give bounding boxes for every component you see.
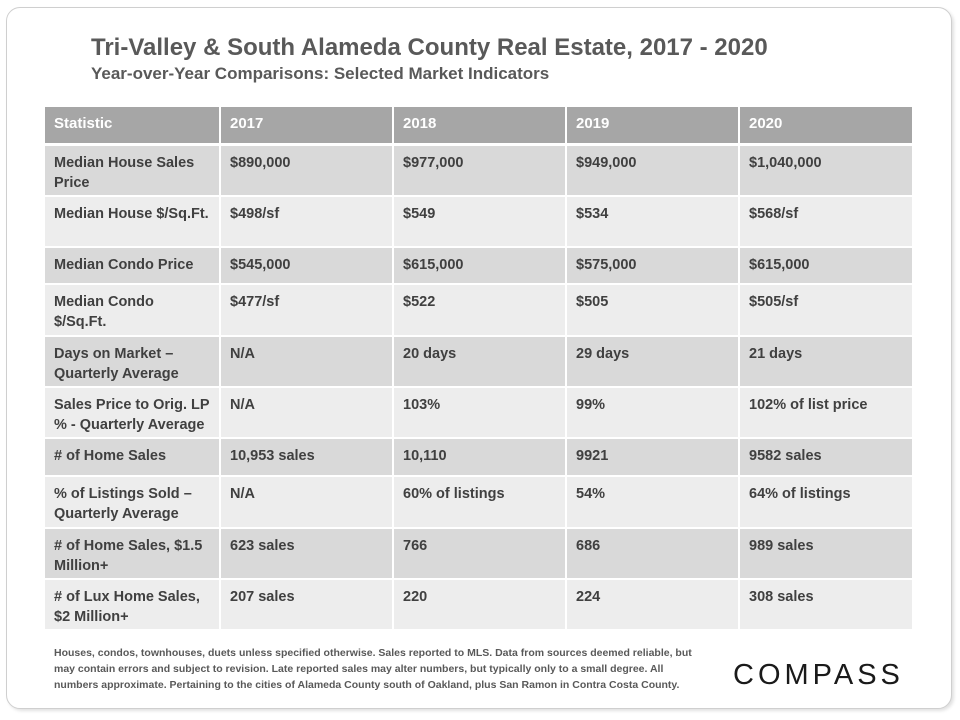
value-cell: 54% xyxy=(566,476,740,529)
statistic-cell: # of Home Sales xyxy=(45,438,221,477)
table-header-row: Statistic 2017 2018 2019 2020 xyxy=(45,107,912,146)
value-cell: $890,000 xyxy=(220,144,394,197)
value-cell: 9921 xyxy=(566,438,740,477)
value-cell: $1,040,000 xyxy=(739,144,912,197)
value-cell: N/A xyxy=(220,476,394,529)
value-cell: $949,000 xyxy=(566,144,740,197)
table-row: Median House $/Sq.Ft. $498/sf $549 $534 … xyxy=(45,196,912,248)
header-cell: 2018 xyxy=(393,107,567,146)
value-cell: 686 xyxy=(566,528,740,580)
value-cell: 60% of listings xyxy=(393,476,567,529)
statistic-cell: Sales Price to Orig. LP % - Quarterly Av… xyxy=(45,387,221,439)
table-row: % of Listings Sold – Quarterly Average N… xyxy=(45,476,912,529)
page-title: Tri-Valley & South Alameda County Real E… xyxy=(91,34,768,61)
value-cell: N/A xyxy=(220,336,394,388)
value-cell: 766 xyxy=(393,528,567,580)
statistic-cell: Median House Sales Price xyxy=(45,144,221,197)
value-cell: 20 days xyxy=(393,336,567,388)
value-cell: $545,000 xyxy=(220,247,394,285)
statistic-cell: Median House $/Sq.Ft. xyxy=(45,196,221,248)
value-cell: 102% of list price xyxy=(739,387,912,439)
market-indicators-table: Statistic 2017 2018 2019 2020 Median Hou… xyxy=(45,107,912,631)
header-cell: 2017 xyxy=(220,107,394,146)
statistic-cell: Days on Market – Quarterly Average xyxy=(45,336,221,388)
value-cell: 103% xyxy=(393,387,567,439)
compass-logo: COMPASS xyxy=(733,659,904,691)
value-cell: $615,000 xyxy=(393,247,567,285)
value-cell: 308 sales xyxy=(739,579,912,631)
value-cell: 220 xyxy=(393,579,567,631)
value-cell: 9582 sales xyxy=(739,438,912,477)
statistic-cell: # of Lux Home Sales, $2 Million+ xyxy=(45,579,221,631)
table-row: Days on Market – Quarterly Average N/A 2… xyxy=(45,336,912,388)
value-cell: $505/sf xyxy=(739,284,912,337)
statistic-cell: % of Listings Sold – Quarterly Average xyxy=(45,476,221,529)
header-cell: Statistic xyxy=(45,107,221,146)
table-row: Median Condo $/Sq.Ft. $477/sf $522 $505 … xyxy=(45,284,912,337)
value-cell: $549 xyxy=(393,196,567,248)
value-cell: 64% of listings xyxy=(739,476,912,529)
table-row: # of Lux Home Sales, $2 Million+ 207 sal… xyxy=(45,579,912,631)
value-cell: 10,110 xyxy=(393,438,567,477)
value-cell: $498/sf xyxy=(220,196,394,248)
value-cell: $575,000 xyxy=(566,247,740,285)
page-subtitle: Year-over-Year Comparisons: Selected Mar… xyxy=(91,64,550,83)
value-cell: $615,000 xyxy=(739,247,912,285)
statistic-cell: Median Condo Price xyxy=(45,247,221,285)
footnote: Houses, condos, townhouses, duets unless… xyxy=(54,647,692,691)
table-row: Median House Sales Price $890,000 $977,0… xyxy=(45,144,912,197)
value-cell: $568/sf xyxy=(739,196,912,248)
value-cell: $977,000 xyxy=(393,144,567,197)
table-row: # of Home Sales 10,953 sales 10,110 9921… xyxy=(45,438,912,477)
value-cell: 989 sales xyxy=(739,528,912,580)
value-cell: $534 xyxy=(566,196,740,248)
value-cell: 224 xyxy=(566,579,740,631)
table-row: # of Home Sales, $1.5 Million+ 623 sales… xyxy=(45,528,912,580)
value-cell: $522 xyxy=(393,284,567,337)
value-cell: 29 days xyxy=(566,336,740,388)
value-cell: 207 sales xyxy=(220,579,394,631)
value-cell: 21 days xyxy=(739,336,912,388)
table-row: Sales Price to Orig. LP % - Quarterly Av… xyxy=(45,387,912,439)
statistic-cell: Median Condo $/Sq.Ft. xyxy=(45,284,221,337)
value-cell: 623 sales xyxy=(220,528,394,580)
value-cell: 99% xyxy=(566,387,740,439)
value-cell: $505 xyxy=(566,284,740,337)
value-cell: 10,953 sales xyxy=(220,438,394,477)
value-cell: $477/sf xyxy=(220,284,394,337)
header-cell: 2020 xyxy=(739,107,912,146)
table-row: Median Condo Price $545,000 $615,000 $57… xyxy=(45,247,912,285)
header-cell: 2019 xyxy=(566,107,740,146)
statistic-cell: # of Home Sales, $1.5 Million+ xyxy=(45,528,221,580)
value-cell: N/A xyxy=(220,387,394,439)
